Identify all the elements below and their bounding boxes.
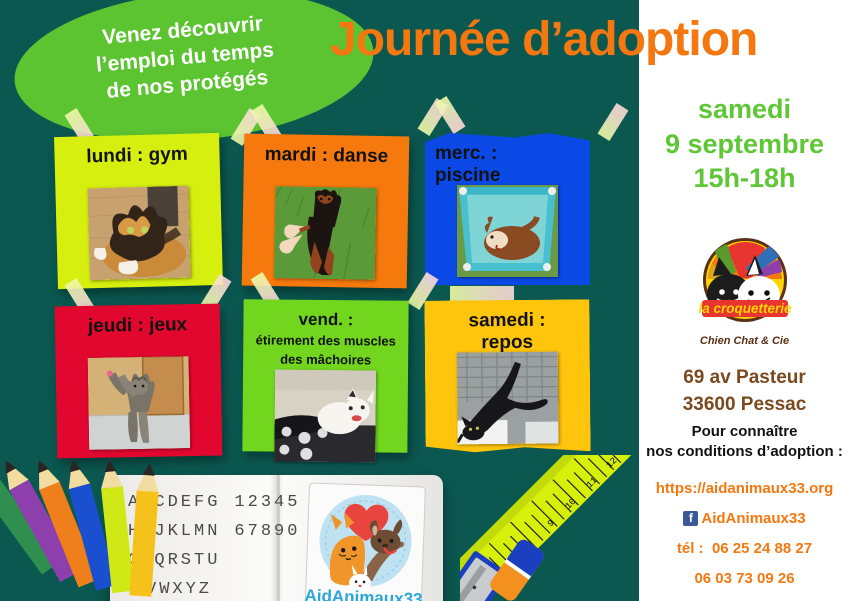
svg-text:la croquetterie: la croquetterie <box>698 301 792 316</box>
